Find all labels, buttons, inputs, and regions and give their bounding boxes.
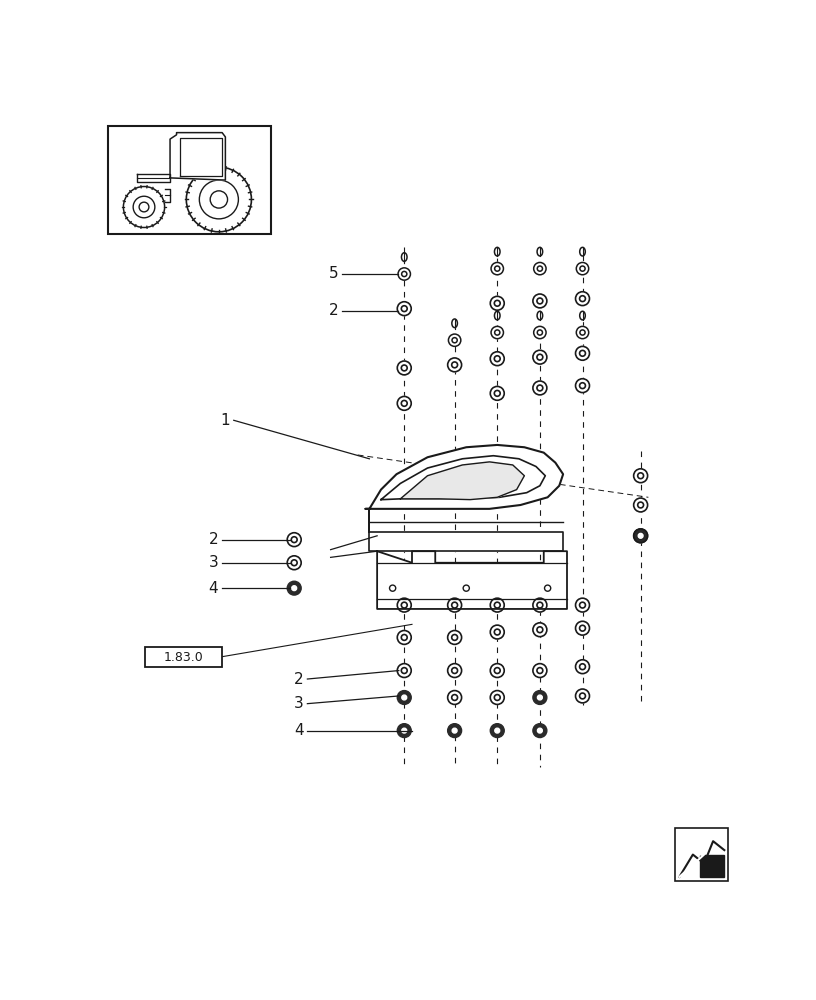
Ellipse shape <box>579 311 585 320</box>
Circle shape <box>491 262 503 275</box>
Circle shape <box>448 358 462 372</box>
Circle shape <box>287 533 301 547</box>
Ellipse shape <box>494 311 500 320</box>
Circle shape <box>490 296 504 310</box>
Circle shape <box>490 386 504 400</box>
Polygon shape <box>377 551 567 609</box>
Polygon shape <box>699 855 725 877</box>
Circle shape <box>123 187 165 227</box>
Circle shape <box>452 728 457 733</box>
Circle shape <box>533 664 547 677</box>
Ellipse shape <box>537 311 543 320</box>
Circle shape <box>199 180 238 219</box>
Polygon shape <box>370 509 563 551</box>
Bar <box>144 647 222 667</box>
Circle shape <box>490 724 504 738</box>
Circle shape <box>490 691 504 704</box>
Circle shape <box>397 724 411 738</box>
Ellipse shape <box>494 247 500 256</box>
Text: 2: 2 <box>294 672 304 687</box>
Circle shape <box>575 346 589 360</box>
Text: 5: 5 <box>329 266 339 282</box>
Circle shape <box>490 664 504 677</box>
Bar <box>109 126 271 234</box>
Circle shape <box>448 691 462 704</box>
Circle shape <box>575 379 589 393</box>
Circle shape <box>397 396 411 410</box>
Polygon shape <box>137 174 170 182</box>
Circle shape <box>634 529 648 543</box>
Bar <box>676 828 728 881</box>
Circle shape <box>575 292 589 306</box>
Circle shape <box>448 724 462 738</box>
Circle shape <box>575 689 589 703</box>
Circle shape <box>538 695 543 700</box>
Circle shape <box>139 202 149 212</box>
Circle shape <box>292 586 297 591</box>
Circle shape <box>634 498 648 512</box>
Circle shape <box>397 361 411 375</box>
Circle shape <box>575 621 589 635</box>
Circle shape <box>575 598 589 612</box>
Text: 3: 3 <box>294 696 304 711</box>
Circle shape <box>397 691 411 704</box>
Text: 4: 4 <box>209 581 218 596</box>
Circle shape <box>449 334 461 346</box>
Circle shape <box>397 664 411 677</box>
Text: 1.83.0: 1.83.0 <box>163 651 203 664</box>
Circle shape <box>576 262 588 275</box>
Circle shape <box>398 268 410 280</box>
Circle shape <box>538 728 543 733</box>
Circle shape <box>287 556 301 570</box>
Text: 2: 2 <box>209 532 218 547</box>
Circle shape <box>186 167 251 232</box>
Circle shape <box>448 631 462 644</box>
Circle shape <box>463 585 469 591</box>
Circle shape <box>490 625 504 639</box>
Circle shape <box>533 294 547 308</box>
Circle shape <box>490 352 504 366</box>
Circle shape <box>494 728 499 733</box>
Circle shape <box>397 302 411 316</box>
Circle shape <box>397 631 411 644</box>
Circle shape <box>448 598 462 612</box>
Circle shape <box>533 691 547 704</box>
Circle shape <box>544 585 551 591</box>
Circle shape <box>576 326 588 339</box>
Circle shape <box>634 529 648 543</box>
Circle shape <box>490 598 504 612</box>
Circle shape <box>397 598 411 612</box>
Text: 1: 1 <box>220 413 230 428</box>
Polygon shape <box>401 462 525 500</box>
Circle shape <box>533 598 547 612</box>
Ellipse shape <box>452 319 458 328</box>
Circle shape <box>211 191 228 208</box>
Circle shape <box>533 623 547 637</box>
Polygon shape <box>366 445 563 509</box>
Circle shape <box>534 262 546 275</box>
Circle shape <box>389 585 396 591</box>
Circle shape <box>133 196 155 218</box>
Circle shape <box>287 581 301 595</box>
Circle shape <box>638 533 643 538</box>
Text: 4: 4 <box>294 723 304 738</box>
Ellipse shape <box>579 247 585 256</box>
Circle shape <box>575 660 589 674</box>
Ellipse shape <box>401 253 407 261</box>
Circle shape <box>491 326 503 339</box>
Ellipse shape <box>537 247 543 256</box>
Text: 2: 2 <box>329 303 339 318</box>
Text: 3: 3 <box>209 555 218 570</box>
Circle shape <box>401 728 406 733</box>
Circle shape <box>448 664 462 677</box>
Circle shape <box>533 350 547 364</box>
Circle shape <box>533 724 547 738</box>
Circle shape <box>534 326 546 339</box>
Polygon shape <box>170 133 225 180</box>
Circle shape <box>634 469 648 483</box>
Circle shape <box>401 695 406 700</box>
Circle shape <box>533 381 547 395</box>
